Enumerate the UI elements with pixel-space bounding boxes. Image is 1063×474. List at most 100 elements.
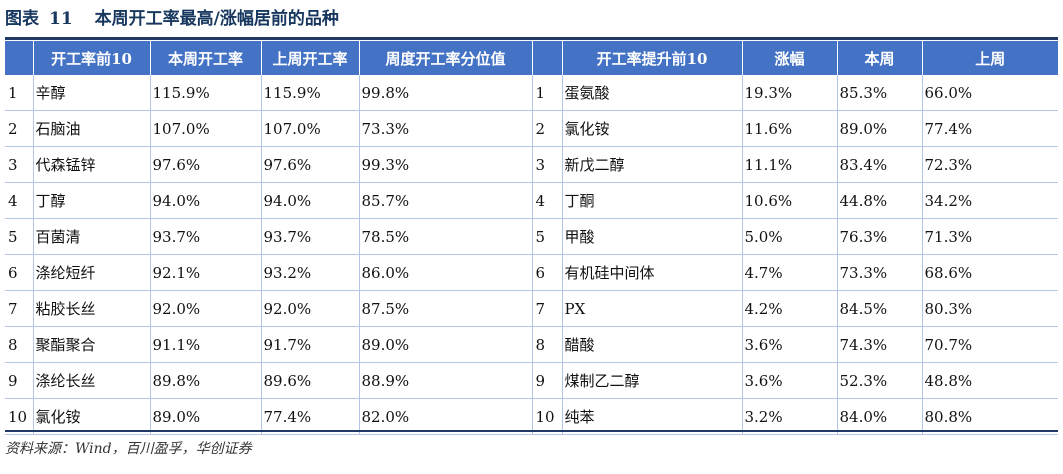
left-name-cell: 代森锰锌 <box>33 146 151 183</box>
left-percentile-cell: 86.0% <box>359 254 533 291</box>
left-this-week-cell: 92.0% <box>150 290 262 327</box>
left-this-week-cell: 91.1% <box>150 326 262 363</box>
top-rule <box>5 37 1058 40</box>
right-this-week-cell: 44.8% <box>837 182 923 219</box>
left-percentile-cell: 88.9% <box>359 362 533 399</box>
left-rank-cell: 5 <box>5 218 34 255</box>
right-last-week-cell: 68.6% <box>922 254 1058 291</box>
left-name-cell: 涤纶长丝 <box>33 362 151 399</box>
left-percentile-cell: 89.0% <box>359 326 533 363</box>
left-this-week-cell: 107.0% <box>150 110 262 147</box>
right-rank-cell: 8 <box>532 326 563 363</box>
left-rank-cell: 6 <box>5 254 34 291</box>
table-row: 5 百菌清 93.7% 93.7% 78.5% 5 甲酸 5.0% 76.3% 71.3% <box>5 218 1058 255</box>
table-row: 2 石脑油 107.0% 107.0% 73.3% 2 氯化铵 11.6% 89.0% 77.4% <box>5 110 1058 147</box>
right-change-cell: 11.6% <box>742 110 838 147</box>
left-this-week-cell: 92.1% <box>150 254 262 291</box>
right-this-week-cell: 73.3% <box>837 254 923 291</box>
left-rank-cell: 2 <box>5 110 34 147</box>
right-rank-cell: 5 <box>532 218 563 255</box>
right-last-week-cell: 48.8% <box>922 362 1058 399</box>
right-last-week-cell: 71.3% <box>922 218 1058 255</box>
left-last-week-cell: 107.0% <box>261 110 360 147</box>
right-last-week-cell: 34.2% <box>922 182 1058 219</box>
right-this-week-cell: 84.5% <box>837 290 923 327</box>
right-change-cell: 3.6% <box>742 326 838 363</box>
table-row: 4 丁醇 94.0% 94.0% 85.7% 4 丁酮 10.6% 44.8% 34.2% <box>5 182 1058 219</box>
table-row: 8 聚酯聚合 91.1% 91.7% 89.0% 8 醋酸 3.6% 74.3% 70.7% <box>5 326 1058 363</box>
left-header-this-week: 本周开工率 <box>150 41 262 75</box>
left-percentile-cell: 78.5% <box>359 218 533 255</box>
left-name-cell: 涤纶短纤 <box>33 254 151 291</box>
bottom-rule <box>5 430 1058 432</box>
left-this-week-cell: 97.6% <box>150 146 262 183</box>
right-change-cell: 19.3% <box>742 75 838 111</box>
table-row: 1 辛醇 115.9% 115.9% 99.8% 1 蛋氨酸 19.3% 85.3% 66.0% <box>5 75 1058 111</box>
caption-title: 本周开工率最高/涨幅居前的品种 <box>94 9 339 29</box>
right-change-cell: 11.1% <box>742 146 838 183</box>
left-percentile-cell: 73.3% <box>359 110 533 147</box>
left-name-cell: 丁醇 <box>33 182 151 219</box>
left-last-week-cell: 89.6% <box>261 362 360 399</box>
left-this-week-cell: 115.9% <box>150 75 262 111</box>
right-this-week-cell: 76.3% <box>837 218 923 255</box>
caption-label: 图表 <box>5 9 39 29</box>
right-name-cell: 氯化铵 <box>562 110 743 147</box>
table-row: 7 粘胶长丝 92.0% 92.0% 87.5% 7 PX 4.2% 84.5% 80.3% <box>5 290 1058 327</box>
left-this-week-cell: 94.0% <box>150 182 262 219</box>
left-name-cell: 聚酯聚合 <box>33 326 151 363</box>
left-rank-cell: 1 <box>5 75 34 111</box>
header-row: 开工率前10 本周开工率 上周开工率 周度开工率分位值 开工率提升前10 涨幅 … <box>5 41 1058 75</box>
right-name-cell: 有机硅中间体 <box>562 254 743 291</box>
left-last-week-cell: 115.9% <box>261 75 360 111</box>
left-last-week-cell: 77.4% <box>261 398 360 435</box>
right-name-cell: 甲酸 <box>562 218 743 255</box>
right-last-week-cell: 80.8% <box>922 398 1058 435</box>
left-name-cell: 百菌清 <box>33 218 151 255</box>
left-header-rank <box>5 41 34 75</box>
right-header-rank <box>532 41 563 75</box>
right-rank-cell: 9 <box>532 362 563 399</box>
right-header-name: 开工率提升前10 <box>562 41 743 75</box>
table-row: 6 涤纶短纤 92.1% 93.2% 86.0% 6 有机硅中间体 4.7% 73.3% 68.6… <box>5 254 1058 291</box>
right-rank-cell: 3 <box>532 146 563 183</box>
right-name-cell: 丁酮 <box>562 182 743 219</box>
right-rank-cell: 10 <box>532 398 563 435</box>
right-change-cell: 4.7% <box>742 254 838 291</box>
right-change-cell: 4.2% <box>742 290 838 327</box>
right-this-week-cell: 52.3% <box>837 362 923 399</box>
left-this-week-cell: 89.0% <box>150 398 262 435</box>
left-percentile-cell: 87.5% <box>359 290 533 327</box>
right-name-cell: PX <box>562 290 743 327</box>
right-last-week-cell: 70.7% <box>922 326 1058 363</box>
right-rank-cell: 2 <box>532 110 563 147</box>
right-this-week-cell: 89.0% <box>837 110 923 147</box>
left-rank-cell: 7 <box>5 290 34 327</box>
left-percentile-cell: 99.8% <box>359 75 533 111</box>
left-header-last-week: 上周开工率 <box>261 41 360 75</box>
left-last-week-cell: 91.7% <box>261 326 360 363</box>
left-rank-cell: 4 <box>5 182 34 219</box>
left-name-cell: 辛醇 <box>33 75 151 111</box>
left-last-week-cell: 92.0% <box>261 290 360 327</box>
right-rank-cell: 1 <box>532 75 563 111</box>
right-rank-cell: 4 <box>532 182 563 219</box>
right-this-week-cell: 74.3% <box>837 326 923 363</box>
table-row: 3 代森锰锌 97.6% 97.6% 99.3% 3 新戊二醇 11.1% 83.4% 72.3% <box>5 146 1058 183</box>
right-name-cell: 新戊二醇 <box>562 146 743 183</box>
left-name-cell: 氯化铵 <box>33 398 151 435</box>
left-last-week-cell: 94.0% <box>261 182 360 219</box>
right-last-week-cell: 72.3% <box>922 146 1058 183</box>
left-header-percentile: 周度开工率分位值 <box>359 41 533 75</box>
left-this-week-cell: 89.8% <box>150 362 262 399</box>
right-last-week-cell: 77.4% <box>922 110 1058 147</box>
right-rank-cell: 6 <box>532 254 563 291</box>
left-this-week-cell: 93.7% <box>150 218 262 255</box>
right-header-last-week: 上周 <box>922 41 1058 75</box>
left-rank-cell: 8 <box>5 326 34 363</box>
right-name-cell: 醋酸 <box>562 326 743 363</box>
figure-caption: 图表 11 本周开工率最高/涨幅居前的品种 <box>5 3 339 35</box>
left-rank-cell: 9 <box>5 362 34 399</box>
source-note: 资料来源：Wind，百川盈孚，华创证券 <box>5 441 252 457</box>
right-change-cell: 10.6% <box>742 182 838 219</box>
